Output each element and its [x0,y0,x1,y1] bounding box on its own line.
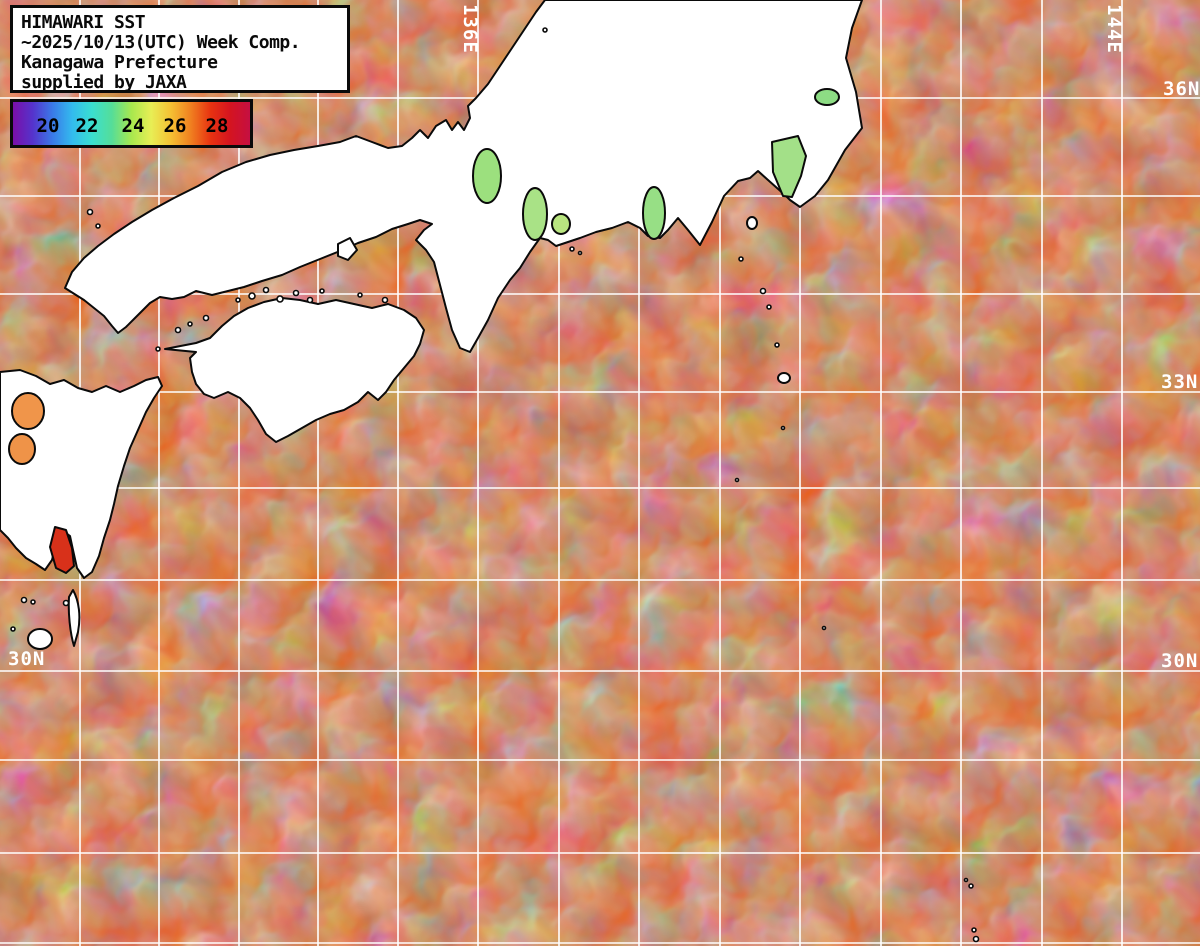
colorbar-tick-20: 20 [36,115,60,137]
title-box: HIMAWARI SST ~2025/10/13(UTC) Week Comp.… [10,5,350,93]
lat-label-36n: 36N [1163,78,1200,100]
lat-label-33n: 33N [1161,371,1199,393]
lake-kasumigaura [814,88,840,106]
colorbar-tick-26: 26 [163,115,187,137]
yatsushiro-sea [8,433,36,465]
colorbar-tick-28: 28 [205,115,229,137]
colorbar-tick-22: 22 [75,115,99,137]
tokyo-bay [771,135,807,198]
hachijojima-island [777,372,791,384]
title-line-date: ~2025/10/13(UTC) Week Comp. [21,32,301,53]
izu-oshima-island [746,216,758,230]
lon-label-144e: 144E [1103,4,1125,54]
lon-label-136e: 136E [459,4,481,54]
ise-bay [522,187,548,241]
lake-biwa [472,148,502,204]
awaji-island [337,237,358,261]
temperature-colorbar: 20 22 24 26 28 [10,99,253,148]
landmass-japan [0,0,863,650]
small-islands [10,27,980,943]
tanegashima-island [67,589,81,647]
suruga-bay [642,186,666,240]
bays-and-lakes [8,88,840,574]
title-line-region: Kanagawa Prefecture [21,52,218,73]
title-line-source: supplied by JAXA [21,72,187,93]
colorbar-tick-24: 24 [121,115,145,137]
lat-label-30n-left: 30N [8,648,46,670]
lat-label-30n-right: 30N [1161,650,1199,672]
yakushima-island [27,628,53,650]
mikawa-bay [551,213,571,235]
ariake-sea [11,392,45,430]
kagoshima-bay [49,526,75,574]
title-line-product: HIMAWARI SST [21,12,146,33]
honshu-landmass [64,0,863,353]
